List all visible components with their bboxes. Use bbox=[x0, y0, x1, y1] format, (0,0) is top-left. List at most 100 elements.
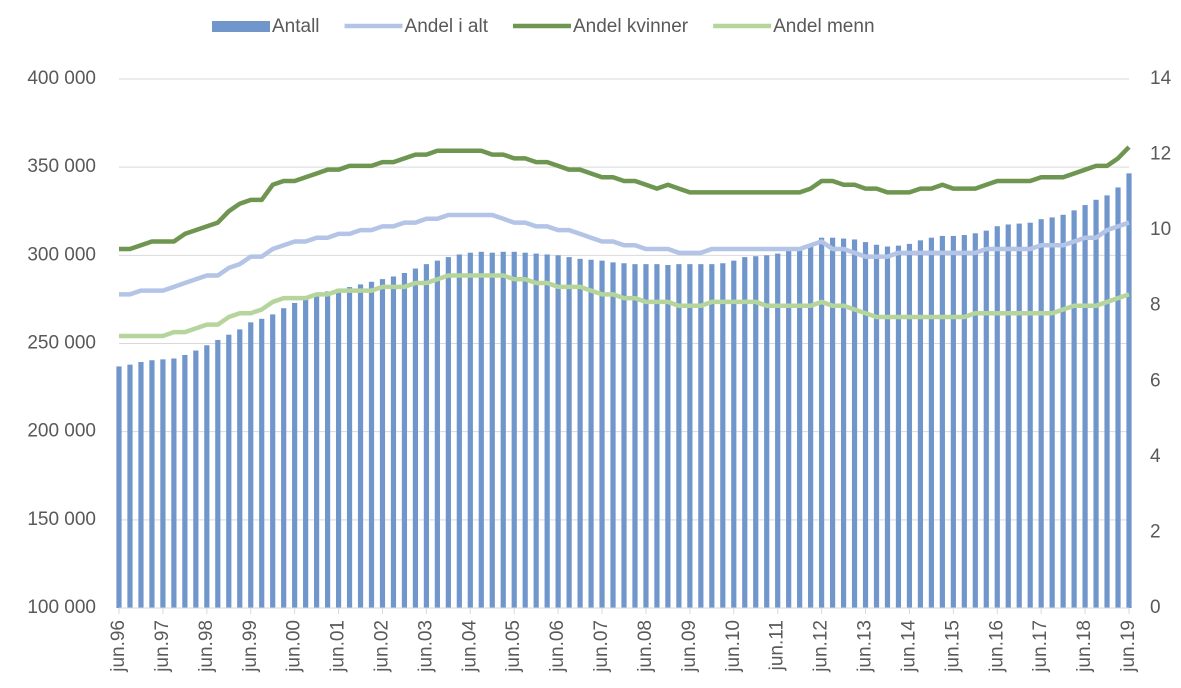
bar bbox=[215, 339, 221, 608]
bar bbox=[1049, 217, 1055, 608]
bar bbox=[346, 287, 353, 608]
bar bbox=[1060, 214, 1066, 608]
bar bbox=[873, 244, 880, 608]
bar bbox=[654, 264, 660, 608]
bar bbox=[160, 359, 166, 608]
bar bbox=[555, 255, 561, 609]
bar bbox=[577, 258, 583, 608]
bar bbox=[248, 322, 254, 608]
line bbox=[119, 145, 1131, 252]
y2-tick-label: 2 bbox=[1150, 521, 1161, 542]
bar bbox=[665, 265, 671, 608]
bar bbox=[324, 291, 331, 608]
y2-tick-label: 0 bbox=[1150, 597, 1161, 618]
y-tick-label: 300 000 bbox=[27, 244, 96, 265]
bar bbox=[588, 259, 594, 608]
bar bbox=[204, 345, 210, 608]
bar bbox=[829, 237, 836, 608]
legend-label: Andel kvinner bbox=[573, 16, 689, 37]
bar bbox=[478, 251, 484, 608]
bar bbox=[983, 230, 989, 608]
bar bbox=[753, 256, 759, 608]
bar bbox=[357, 284, 364, 608]
bar bbox=[764, 255, 770, 609]
bar bbox=[599, 260, 605, 608]
y2-tick-label: 14 bbox=[1150, 68, 1172, 89]
bar bbox=[1093, 199, 1099, 608]
bar bbox=[961, 235, 967, 608]
x-tick-label: jun.98 bbox=[196, 620, 217, 673]
y-tick-label: 100 000 bbox=[27, 597, 96, 618]
x-tick-label: jun.01 bbox=[328, 620, 349, 673]
x-tick-label: jun.04 bbox=[459, 620, 480, 673]
bar bbox=[840, 238, 847, 608]
x-tick-label: jun.11 bbox=[767, 620, 788, 671]
bar bbox=[1104, 195, 1110, 608]
bar bbox=[819, 237, 825, 608]
bar bbox=[1038, 219, 1044, 608]
bar bbox=[171, 358, 177, 608]
x-tick-label: jun.18 bbox=[1074, 620, 1095, 673]
bar bbox=[797, 248, 803, 608]
bar bbox=[698, 264, 704, 608]
bar bbox=[862, 242, 869, 608]
x-tick-label: jun.06 bbox=[547, 620, 568, 673]
bar bbox=[709, 264, 715, 608]
bar bbox=[808, 245, 814, 608]
legend-label: Andel i alt bbox=[405, 16, 489, 37]
x-tick-label: jun.96 bbox=[108, 620, 129, 673]
bar bbox=[1071, 210, 1077, 608]
bar bbox=[116, 366, 122, 608]
y2-tick-label: 8 bbox=[1150, 295, 1161, 316]
legend-label: Antall bbox=[272, 16, 320, 37]
bar bbox=[401, 272, 408, 608]
bar bbox=[390, 276, 397, 608]
bar bbox=[566, 257, 572, 608]
x-tick-label: jun.07 bbox=[591, 620, 612, 673]
bar bbox=[412, 268, 419, 608]
bar bbox=[928, 237, 934, 608]
bar bbox=[489, 252, 495, 608]
bar bbox=[500, 251, 506, 608]
y-tick-label: 350 000 bbox=[27, 156, 96, 177]
bar bbox=[775, 253, 781, 608]
bar bbox=[533, 253, 539, 608]
x-tick-label: jun.00 bbox=[284, 620, 305, 673]
bar bbox=[1126, 173, 1132, 609]
bar bbox=[1082, 205, 1088, 608]
bar bbox=[643, 264, 649, 608]
x-tick-label: jun.02 bbox=[371, 620, 392, 673]
bar bbox=[193, 350, 199, 608]
bar bbox=[786, 250, 792, 609]
x-tick-label: jun.14 bbox=[898, 620, 919, 673]
x-tick-label: jun.97 bbox=[152, 620, 173, 673]
bar bbox=[127, 364, 133, 608]
bar bbox=[434, 260, 440, 608]
bar bbox=[423, 264, 429, 608]
line bbox=[119, 212, 1130, 297]
line bbox=[119, 273, 1130, 339]
bar bbox=[270, 314, 276, 608]
bar bbox=[314, 295, 320, 608]
bar bbox=[610, 262, 616, 608]
bar bbox=[511, 251, 517, 608]
bar bbox=[522, 252, 528, 608]
x-tick-label: jun.12 bbox=[811, 620, 832, 673]
y-tick-label: 150 000 bbox=[27, 509, 96, 530]
bar bbox=[884, 246, 891, 608]
bar bbox=[335, 288, 342, 608]
bar bbox=[851, 239, 858, 609]
x-tick-label: jun.03 bbox=[415, 620, 436, 673]
bar bbox=[237, 329, 243, 608]
x-tick-label: jun.13 bbox=[855, 620, 876, 673]
bar bbox=[950, 235, 956, 609]
x-tick-label: jun.19 bbox=[1118, 620, 1139, 673]
bar bbox=[1016, 223, 1022, 609]
x-tick-label: jun.10 bbox=[723, 620, 744, 673]
x-tick-label: jun.08 bbox=[635, 620, 656, 673]
bar bbox=[138, 362, 144, 608]
bar bbox=[467, 252, 473, 608]
x-tick-label: jun.05 bbox=[503, 620, 524, 673]
y2-tick-label: 12 bbox=[1150, 144, 1171, 165]
